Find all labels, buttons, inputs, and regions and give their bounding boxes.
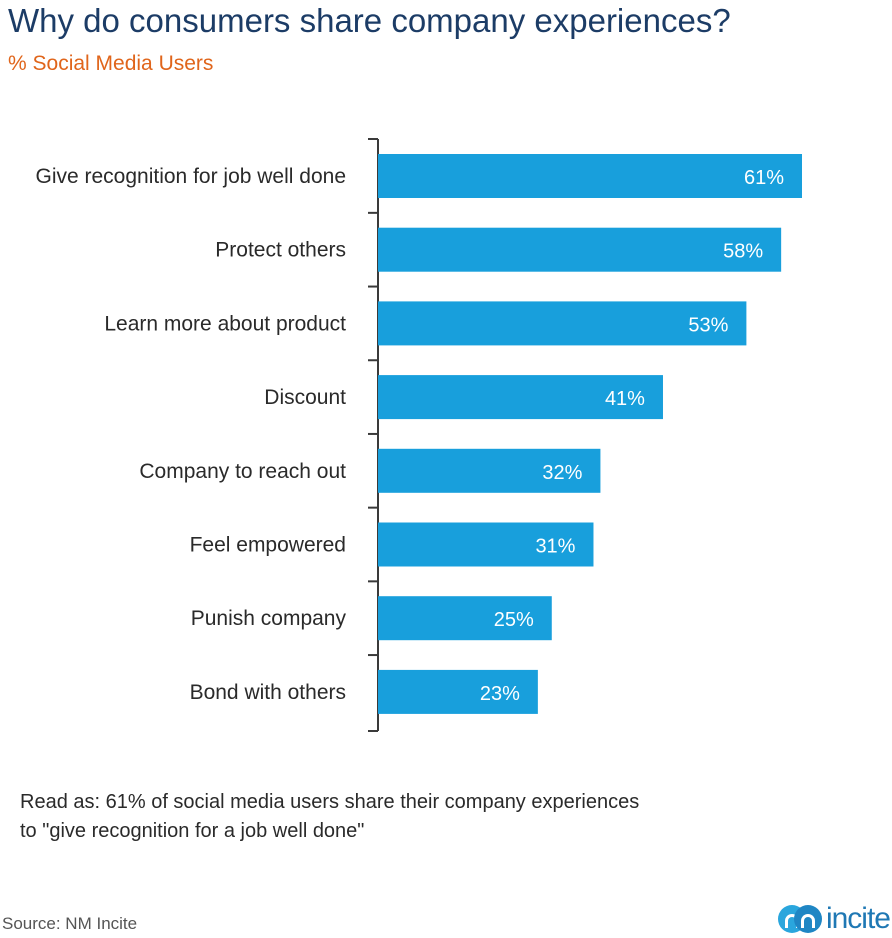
value-label: 58% (723, 241, 763, 263)
bar (378, 522, 594, 567)
chart-title: Why do consumers share company experienc… (8, 2, 731, 39)
value-label: 41% (605, 388, 645, 410)
value-label: 53% (688, 314, 728, 336)
category-label: Discount (264, 386, 346, 409)
footnote-line-2: to "give recognition for a job well done… (20, 820, 365, 842)
value-label: 31% (535, 536, 575, 558)
value-label: 25% (494, 609, 534, 631)
bar (378, 301, 747, 346)
bar (378, 375, 663, 420)
bar (378, 596, 552, 641)
bar (378, 448, 601, 493)
nm-logo-icon (777, 903, 824, 935)
value-label: 61% (744, 167, 784, 189)
footnote-line-1: Read as: 61% of social media users share… (20, 791, 640, 813)
footnote: Read as: 61% of social media users share… (20, 788, 720, 846)
value-label: 23% (480, 683, 520, 705)
category-label: Company to reach out (139, 460, 346, 483)
logo-text: incite (825, 902, 891, 935)
chart-subtitle: % Social Media Users (8, 52, 214, 75)
category-label: Bond with others (190, 681, 346, 704)
category-label: Give recognition for job well done (35, 165, 346, 188)
category-label: Learn more about product (104, 312, 346, 335)
category-label: Punish company (191, 607, 347, 630)
bar (378, 669, 538, 714)
bar (378, 227, 782, 272)
nm-incite-logo: incite (777, 902, 891, 936)
category-label: Protect others (215, 239, 346, 262)
bar (378, 154, 802, 198)
category-label: Feel empowered (190, 534, 346, 557)
bar-chart: Give recognition for job well done 61% Pro… (35, 138, 802, 732)
value-label: 32% (542, 462, 582, 484)
source-note: Source: NM Incite (2, 914, 138, 933)
